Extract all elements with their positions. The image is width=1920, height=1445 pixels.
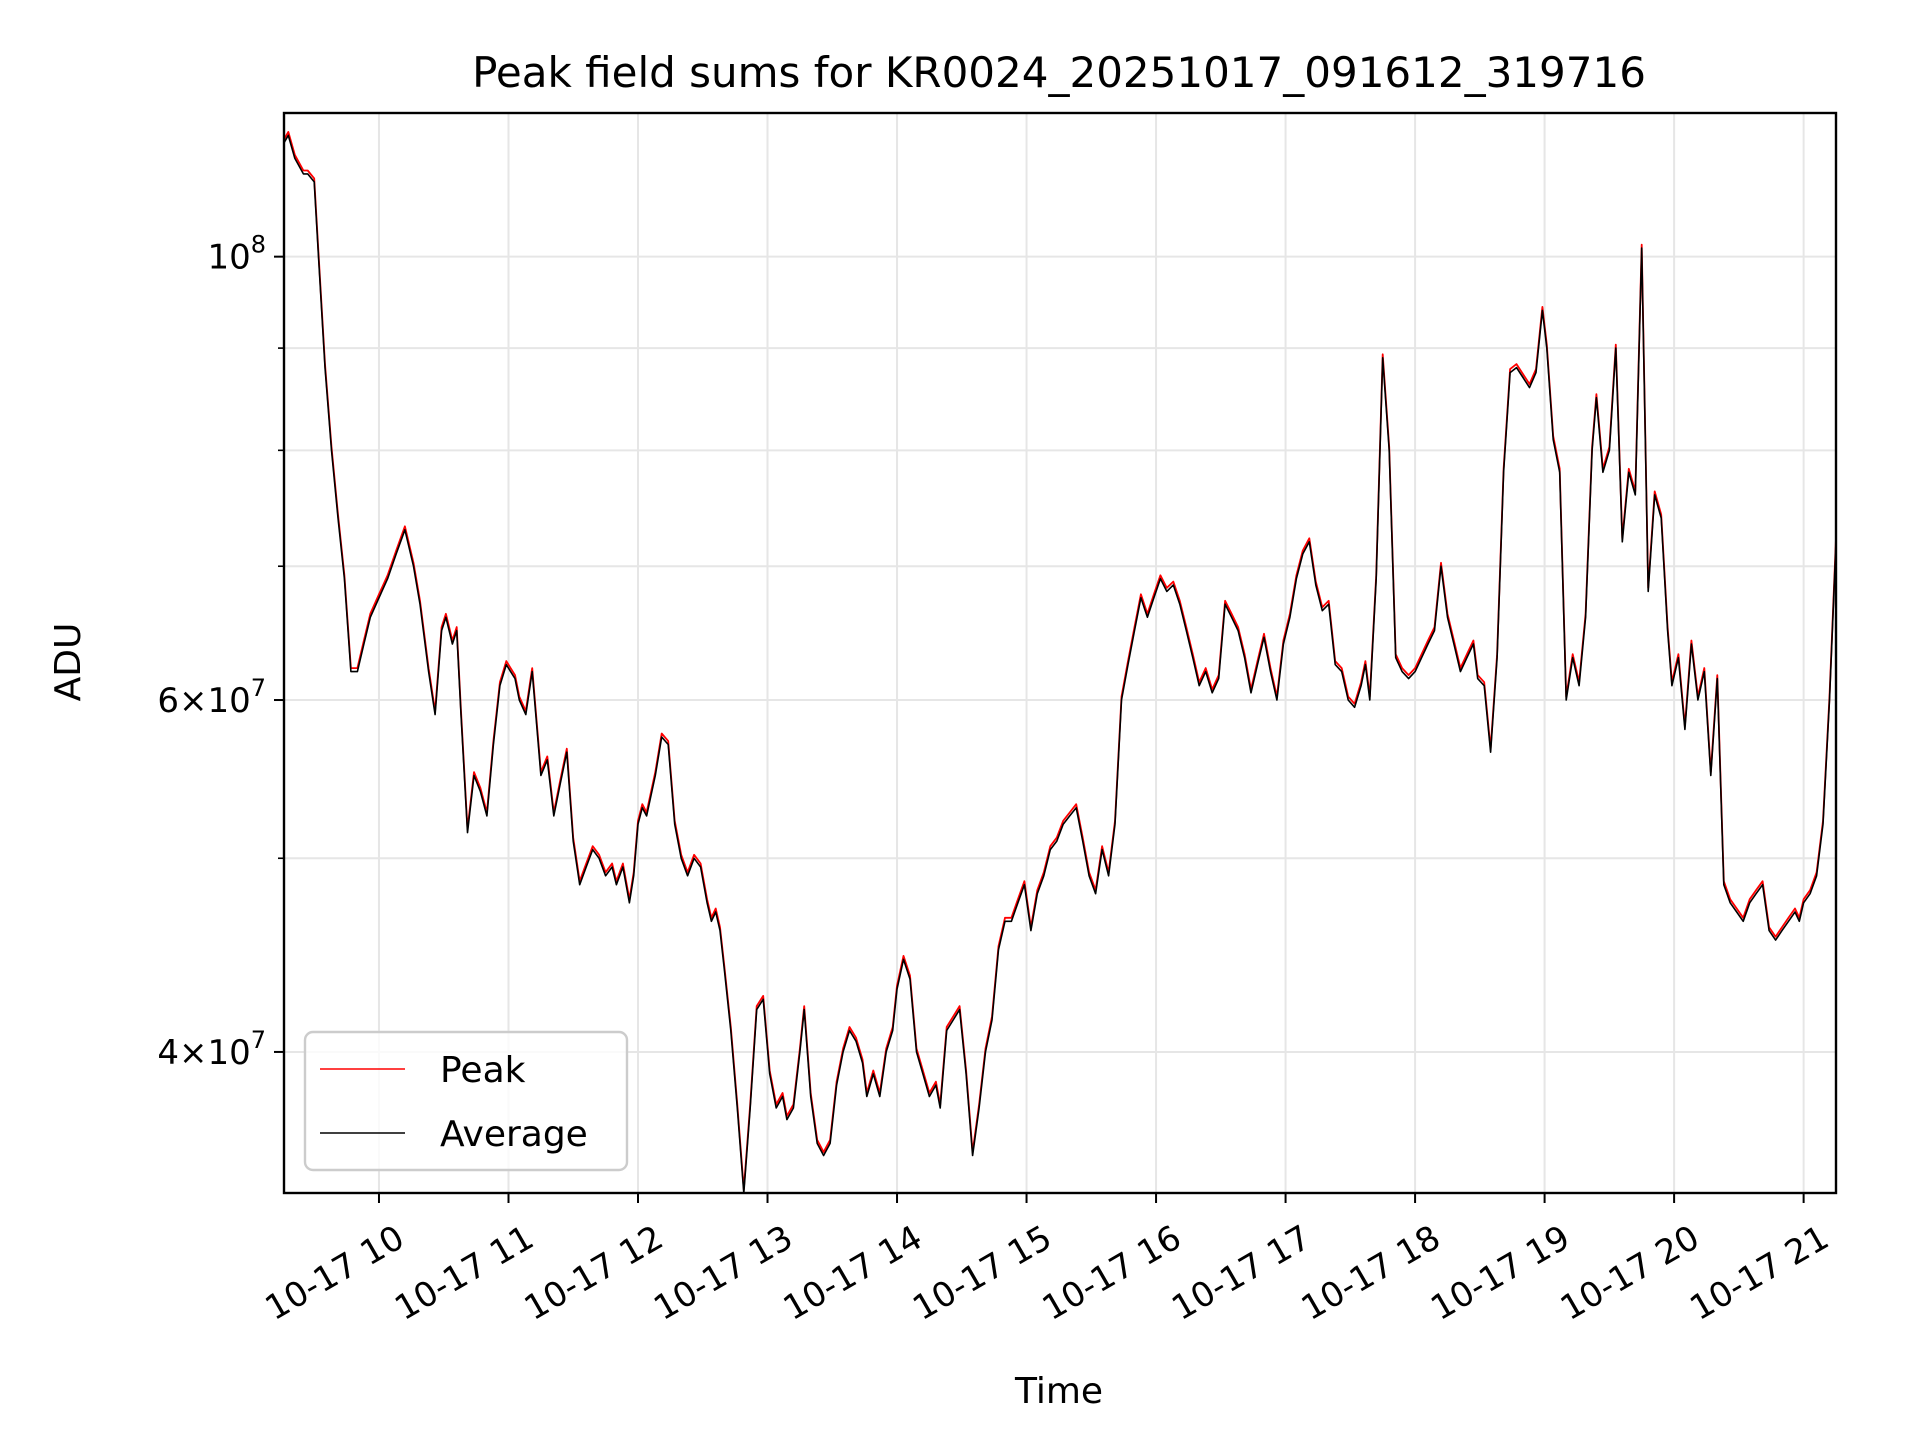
y-tick-label: 4×107	[157, 1026, 266, 1073]
chart-title: Peak field sums for KR0024_20251017_0916…	[472, 48, 1646, 97]
x-axis-title: Time	[1014, 1371, 1103, 1412]
y-tick-label: 108	[207, 231, 266, 278]
legend-label-average: Average	[440, 1114, 588, 1155]
y-axis-ticks: 4×107 6×107 108	[157, 231, 284, 1073]
legend-label-peak: Peak	[440, 1050, 526, 1091]
y-tick-label: 6×107	[157, 674, 266, 721]
grid-layer	[284, 113, 1836, 1193]
series-layer	[284, 131, 1836, 1193]
plot-frame	[282, 111, 1838, 1195]
y-axis-title: ADU	[48, 623, 89, 702]
legend: Peak Average	[303, 1030, 629, 1172]
series-line-average	[284, 134, 1836, 1193]
legend-box	[303, 1030, 629, 1172]
